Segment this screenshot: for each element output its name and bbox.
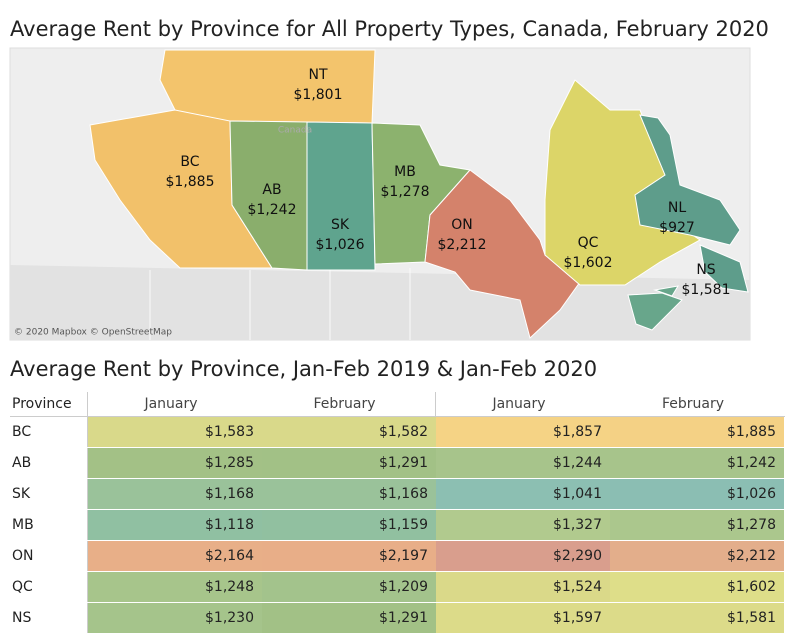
- cell: $1,118: [88, 510, 262, 540]
- province-label: SK: [331, 217, 350, 233]
- column-header: January: [88, 392, 262, 416]
- chart-title: Average Rent by Province for All Propert…: [10, 17, 769, 41]
- table-row: MB $1,118 $1,159 $1,327 $1,278: [10, 510, 785, 541]
- value-label: $1,242: [248, 202, 297, 218]
- map-chart: Average Rent by Province for All Propert…: [9, 17, 769, 381]
- column-header: February: [262, 392, 436, 416]
- cell: $1,168: [88, 479, 262, 509]
- province-region: [627, 285, 683, 331]
- table-row: AB $1,285 $1,291 $1,244 $1,242: [10, 448, 785, 479]
- cell: $1,885: [610, 417, 784, 447]
- value-label: $1,026: [316, 237, 365, 253]
- row-header: ON: [10, 541, 88, 571]
- cell: $1,581: [610, 603, 784, 633]
- cell: $2,164: [88, 541, 262, 571]
- row-header: MB: [10, 510, 88, 540]
- table-row: NS $1,230 $1,291 $1,597 $1,581: [10, 603, 785, 634]
- row-header: AB: [10, 448, 88, 478]
- cell: $1,248: [88, 572, 262, 602]
- province-label: ON: [451, 217, 473, 233]
- value-label: $1,602: [564, 255, 613, 271]
- province-label: QC: [578, 235, 599, 251]
- cell: $1,327: [436, 510, 610, 540]
- table-row: QC $1,248 $1,209 $1,524 $1,602: [10, 572, 785, 603]
- row-header: SK: [10, 479, 88, 509]
- province-label: NT: [308, 67, 327, 83]
- province-label: BC: [180, 154, 199, 170]
- state-borders: [149, 268, 411, 340]
- cell: $1,524: [436, 572, 610, 602]
- attribution: © 2020 Mapbox © OpenStreetMap: [14, 328, 172, 338]
- province-region: [306, 121, 376, 271]
- table-row: ON $2,164 $2,197 $2,290 $2,212: [10, 541, 785, 572]
- province-region: [634, 114, 749, 293]
- cell: $1,291: [262, 448, 436, 478]
- cell: $2,290: [436, 541, 610, 571]
- value-label: $1,581: [682, 282, 731, 298]
- cell: $1,244: [436, 448, 610, 478]
- province-label: MB: [394, 164, 416, 180]
- cell: $1,041: [436, 479, 610, 509]
- value-label: $1,885: [166, 174, 215, 190]
- cell: $2,212: [610, 541, 784, 571]
- cell: $1,857: [436, 417, 610, 447]
- cell: $1,026: [610, 479, 784, 509]
- row-header: QC: [10, 572, 88, 602]
- header-row: Province January February January February: [10, 392, 785, 417]
- cell: $1,278: [610, 510, 784, 540]
- province-label: AB: [262, 182, 281, 198]
- row-header: NS: [10, 603, 88, 633]
- table-row: BC $1,583 $1,582 $1,857 $1,885: [10, 417, 785, 448]
- cell: $1,168: [262, 479, 436, 509]
- value-label: $1,278: [381, 184, 430, 200]
- row-header: BC: [10, 417, 88, 447]
- province-label: NL: [668, 200, 686, 216]
- cell: $1,209: [262, 572, 436, 602]
- cell: $1,582: [262, 417, 436, 447]
- cell: $1,159: [262, 510, 436, 540]
- province-label: NS: [696, 262, 715, 278]
- cell: $2,197: [262, 541, 436, 571]
- value-label: $927: [659, 220, 695, 236]
- column-header: January: [436, 392, 610, 416]
- cell: $1,597: [436, 603, 610, 633]
- column-header: Province: [10, 392, 88, 416]
- province-region: [89, 109, 273, 269]
- column-header: February: [610, 392, 784, 416]
- cell: $1,285: [88, 448, 262, 478]
- cell: $1,291: [262, 603, 436, 633]
- cell: $1,583: [88, 417, 262, 447]
- value-label: $1,801: [294, 87, 343, 103]
- cell: $1,242: [610, 448, 784, 478]
- table: Province January February January February BC…: [10, 392, 785, 634]
- table-row: SK $1,168 $1,168 $1,041 $1,026: [10, 479, 785, 510]
- cell: $1,602: [610, 572, 784, 602]
- cell: $1,230: [88, 603, 262, 633]
- country-label: Canada: [278, 126, 312, 136]
- province-region: [229, 120, 308, 271]
- value-label: $2,212: [438, 237, 487, 253]
- table-title: Average Rent by Province, Jan-Feb 2019 &…: [10, 357, 597, 381]
